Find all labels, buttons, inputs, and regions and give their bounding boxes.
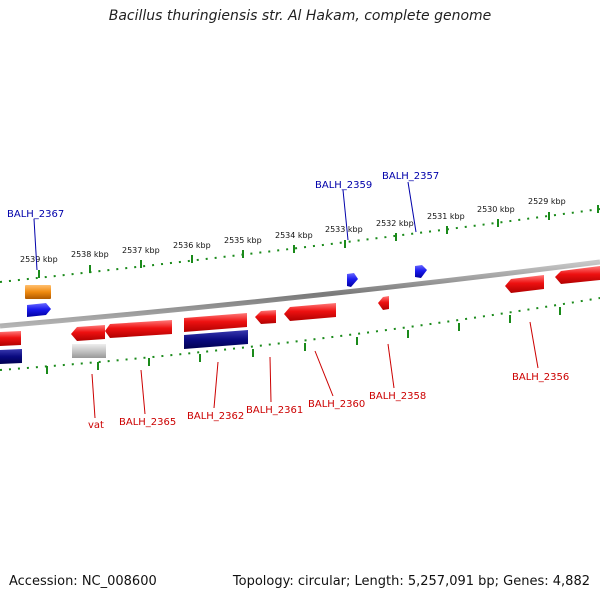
inner-major-ticks	[46, 307, 561, 374]
gene-label: vat	[88, 420, 104, 431]
gene-labels-top: BALH_2367 BALH_2359 BALH_2357	[7, 171, 439, 220]
gene-label: BALH_2367	[7, 209, 64, 220]
genome-summary-text: Topology: circular; Length: 5,257,091 bp…	[232, 574, 590, 589]
kbp-label: 2538 kbp	[71, 250, 109, 259]
kbp-label: 2533 kbp	[325, 225, 363, 234]
kbp-label: 2537 kbp	[122, 246, 160, 255]
gene-blue-arrow	[27, 303, 51, 317]
gene-label: BALH_2356	[512, 372, 569, 383]
kbp-label: 2531 kbp	[427, 212, 465, 221]
gene-label: BALH_2358	[369, 391, 426, 402]
map-title: Bacillus thuringiensis str. Al Hakam, co…	[108, 8, 492, 24]
gene-labels-bottom: vat BALH_2365 BALH_2362 BALH_2361 BALH_2…	[88, 372, 569, 431]
gene-label: BALH_2365	[119, 417, 176, 428]
gene-gray	[72, 344, 106, 358]
gene-label: BALH_2360	[308, 399, 365, 410]
gene-label: BALH_2359	[315, 180, 372, 191]
callout-lines-bottom	[91, 321, 539, 419]
gene-red-arrow	[71, 325, 105, 341]
gene-red-arrow	[184, 313, 247, 332]
outer-strand-genes	[25, 265, 427, 317]
gene-red-arrow	[105, 320, 172, 338]
kbp-label: 2536 kbp	[173, 241, 211, 250]
inner-strand-genes	[0, 266, 600, 364]
kbp-label: 2532 kbp	[376, 219, 414, 228]
gene-label: BALH_2362	[187, 411, 244, 422]
gene-red-arrow	[284, 303, 336, 321]
gene-blue-small	[415, 265, 427, 278]
gene-red-arrow	[555, 266, 600, 284]
outer-major-ticks	[38, 205, 599, 278]
kbp-label: 2535 kbp	[224, 236, 262, 245]
gene-red-arrow	[505, 275, 544, 293]
gene-red-small	[378, 296, 389, 310]
kbp-label: 2539 kbp	[20, 255, 58, 264]
kbp-label: 2530 kbp	[477, 205, 515, 214]
gene-red-arrow	[255, 310, 276, 324]
accession-text: Accession: NC_008600	[9, 574, 157, 589]
gene-red-arrow	[0, 331, 21, 346]
gene-orange	[25, 285, 51, 299]
gene-navy	[184, 330, 248, 349]
gene-label: BALH_2357	[382, 171, 439, 182]
gene-navy	[0, 349, 22, 364]
gene-blue-small	[347, 273, 358, 287]
callout-lines-top	[33, 181, 417, 271]
kbp-labels: 2539 kbp 2538 kbp 2537 kbp 2536 kbp 2535…	[20, 197, 566, 264]
gene-label: BALH_2361	[246, 405, 303, 416]
genome-backbone	[0, 259, 600, 329]
kbp-label: 2534 kbp	[275, 231, 313, 240]
kbp-label: 2529 kbp	[528, 197, 566, 206]
